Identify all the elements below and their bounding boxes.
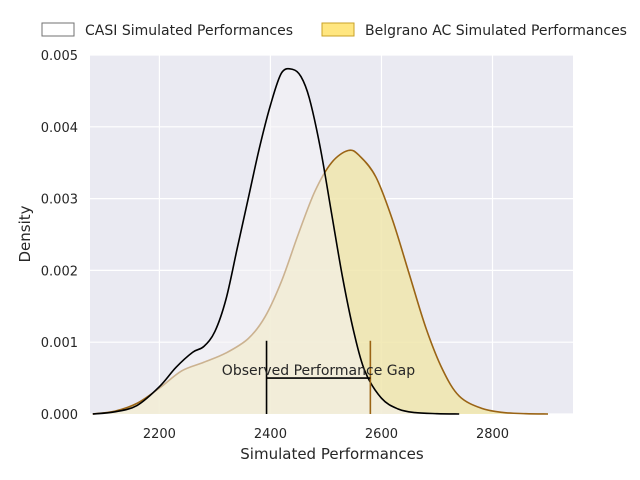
density-line-casi [92, 67, 460, 415]
legend-swatch-belgrano [321, 22, 355, 37]
x-tick-label: 2600 [365, 427, 398, 442]
y-tick-label: 0.005 [41, 49, 78, 64]
x-axis-label: Simulated Performances [240, 445, 424, 463]
x-tick-label: 2800 [476, 427, 509, 442]
density-area-casi [92, 68, 460, 415]
gap-annotation-label: Observed Performance Gap [222, 363, 415, 379]
legend-label-belgrano: Belgrano AC Simulated Performances [365, 23, 627, 39]
annotation-layer: Observed Performance Gap [222, 340, 415, 414]
y-axis-ticks: 0.000 0.001 0.002 0.003 0.004 0.005 [41, 49, 78, 423]
legend-label-casi: CASI Simulated Performances [85, 23, 293, 39]
y-tick-label: 0.004 [41, 121, 78, 136]
x-axis-ticks: 2200 2400 2600 2800 [143, 427, 509, 442]
y-tick-label: 0.002 [41, 264, 78, 279]
x-tick-label: 2200 [143, 427, 176, 442]
y-axis-label: Density [16, 205, 34, 262]
y-tick-label: 0.001 [41, 336, 78, 351]
x-tick-label: 2400 [254, 427, 287, 442]
y-tick-label: 0.003 [41, 193, 78, 208]
series-layer [92, 67, 549, 415]
legend-swatch-casi [41, 22, 75, 37]
y-tick-label: 0.000 [41, 408, 78, 423]
legend: CASI Simulated Performances Belgrano AC … [41, 22, 627, 39]
